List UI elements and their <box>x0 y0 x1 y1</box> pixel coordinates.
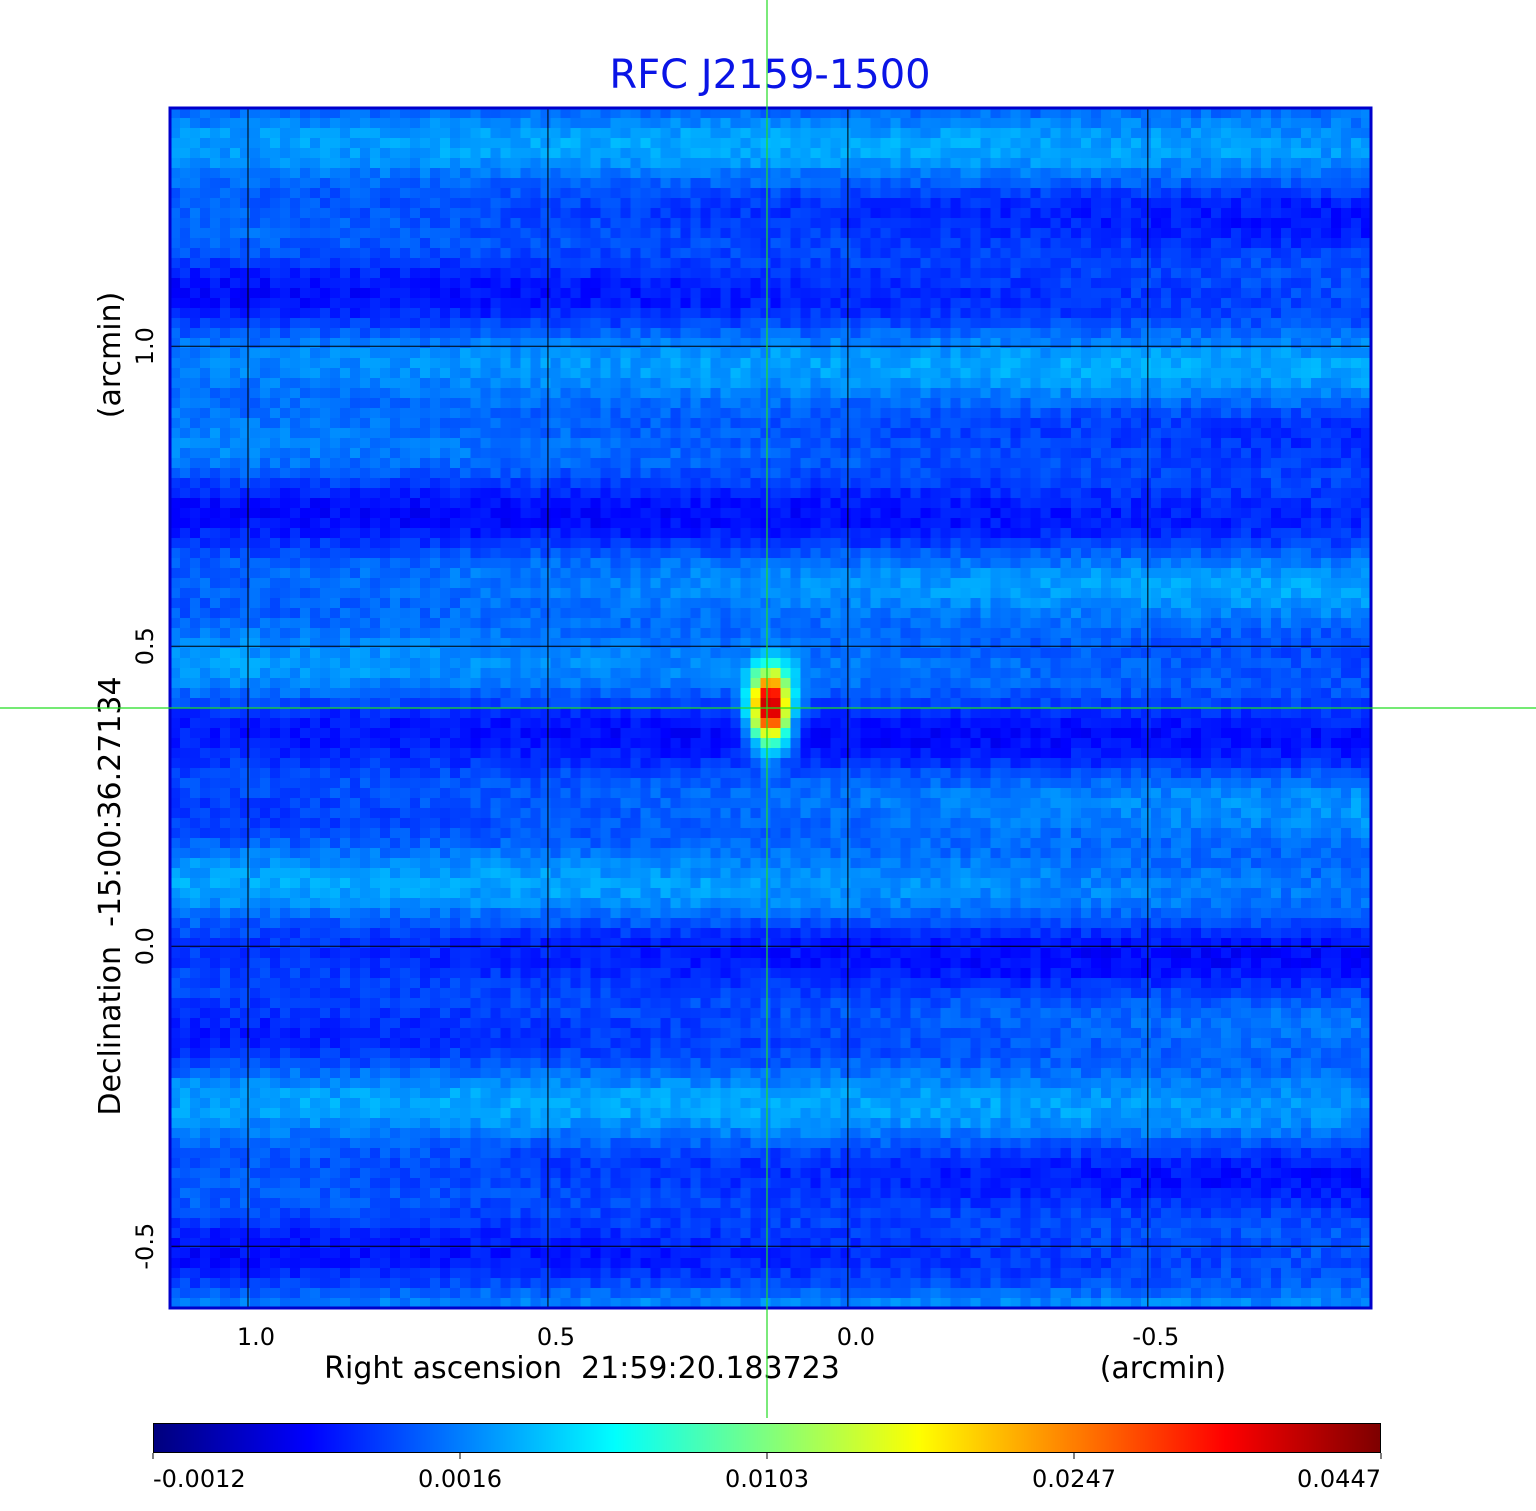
x-tick-label: -0.5 <box>1132 1323 1179 1351</box>
y-tick-label: 0.5 <box>131 627 159 665</box>
colorbar <box>153 1423 1381 1453</box>
y-tick-label: -0.5 <box>131 1223 159 1270</box>
x-tick-label: 1.0 <box>237 1323 275 1351</box>
colorbar-tick-label: 0.0016 <box>418 1465 502 1493</box>
x-tick-labels: 1.0 0.5 0.0 -0.5 <box>237 1323 1179 1351</box>
x-tick-label: 0.5 <box>537 1323 575 1351</box>
colorbar-ticks: -0.0012 0.0016 0.0103 0.0247 0.0447 <box>152 1453 1382 1493</box>
x-axis-unit: (arcmin) <box>1100 1351 1227 1386</box>
y-tick-label: 0.0 <box>131 927 159 965</box>
y-axis-unit: (arcmin) <box>93 292 128 419</box>
colorbar-tick-label: -0.0012 <box>153 1465 246 1493</box>
colorbar-tick-label: 0.0103 <box>725 1465 809 1493</box>
colorbar-tick-label: 0.0447 <box>1297 1465 1381 1493</box>
y-axis-label: Declination -15:00:36.27134 <box>93 676 128 1115</box>
x-axis-label: Right ascension 21:59:20.183723 <box>324 1351 840 1386</box>
x-tick-label: 0.0 <box>837 1323 875 1351</box>
y-tick-label: 1.0 <box>131 327 159 365</box>
chart-title: RFC J2159-1500 <box>609 52 930 98</box>
y-tick-labels: 1.0 0.5 0.0 -0.5 <box>131 327 159 1269</box>
colorbar-tick-label: 0.0247 <box>1032 1465 1116 1493</box>
